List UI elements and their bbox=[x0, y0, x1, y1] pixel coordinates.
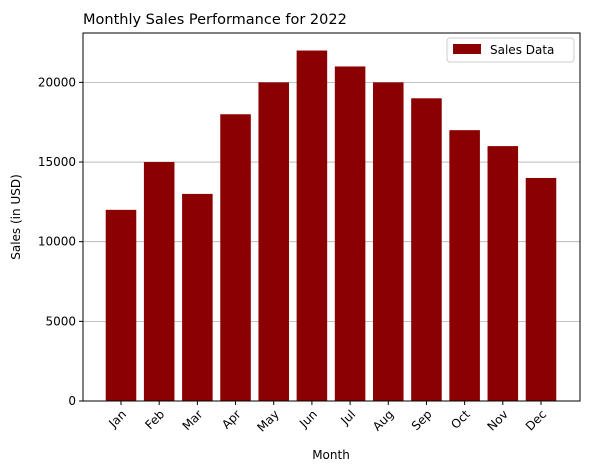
bar-jul bbox=[335, 66, 366, 401]
x-tick-label: Sep bbox=[409, 407, 435, 433]
x-tick-label: Dec bbox=[523, 407, 549, 433]
bar-sep bbox=[411, 98, 442, 401]
y-tick-label: 15000 bbox=[38, 155, 76, 169]
bar-apr bbox=[220, 114, 251, 401]
x-tick-label: Aug bbox=[370, 407, 396, 433]
x-tick-label: Jan bbox=[105, 407, 129, 431]
y-tick-label: 20000 bbox=[38, 75, 76, 89]
x-axis-label: Month bbox=[312, 448, 350, 462]
x-axis-ticks: Jan Feb Mar Apr May Jun Jul Aug Sep Oct Nov Dec bbox=[105, 401, 549, 435]
legend: Sales Data bbox=[447, 38, 574, 62]
x-tick-label: Feb bbox=[142, 407, 167, 432]
bar-jan bbox=[106, 210, 137, 401]
x-tick-label: Jun bbox=[296, 407, 320, 431]
x-tick-label: May bbox=[254, 407, 281, 434]
x-tick-label: Oct bbox=[448, 407, 473, 432]
x-tick-label: Apr bbox=[219, 407, 244, 432]
bar-nov bbox=[488, 146, 519, 401]
bar-mar bbox=[182, 194, 213, 401]
y-tick-label: 10000 bbox=[38, 235, 76, 249]
bar-dec bbox=[526, 178, 557, 401]
y-tick-label: 5000 bbox=[45, 314, 76, 328]
bars bbox=[106, 51, 557, 401]
y-axis-label: Sales (in USD) bbox=[9, 174, 23, 260]
y-axis-ticks: 0 5000 10000 15000 20000 bbox=[38, 75, 83, 408]
x-tick-label: Nov bbox=[484, 407, 510, 433]
chart-title: Monthly Sales Performance for 2022 bbox=[83, 12, 347, 28]
bar-oct bbox=[449, 130, 480, 401]
legend-swatch bbox=[453, 44, 481, 54]
bar-feb bbox=[144, 162, 175, 401]
bar-aug bbox=[373, 82, 404, 401]
bar-may bbox=[258, 82, 289, 401]
bar-jun bbox=[297, 51, 328, 401]
legend-label: Sales Data bbox=[490, 43, 554, 57]
x-tick-label: Jul bbox=[337, 407, 358, 428]
y-tick-label: 0 bbox=[68, 394, 76, 408]
x-tick-label: Mar bbox=[180, 407, 206, 433]
